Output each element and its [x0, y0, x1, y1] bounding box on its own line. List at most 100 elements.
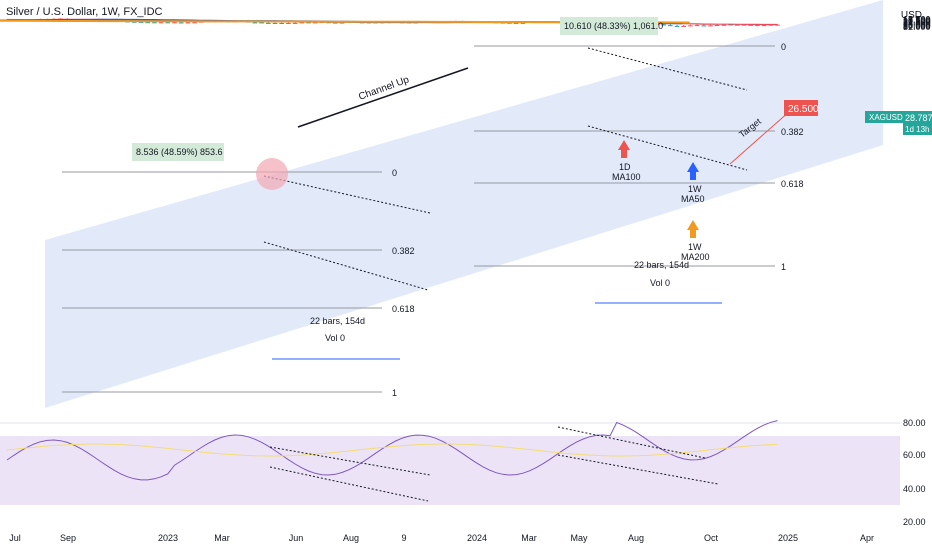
price-tick: 18.500 — [903, 15, 931, 25]
rsi-channel-line — [269, 466, 429, 502]
candle-body — [507, 22, 512, 24]
rsi-ma-line — [6, 443, 778, 457]
rsi-tick: 80.00 — [903, 418, 926, 428]
range-label-left: 8.536 (48.59%) 853.6 — [136, 147, 223, 157]
target-value: 26.500 — [788, 104, 819, 115]
candle-body — [185, 22, 191, 24]
ma-arrow-icon — [687, 220, 699, 230]
time-label: Oct — [704, 533, 719, 543]
candle-body — [286, 22, 291, 24]
time-label: May — [570, 533, 588, 543]
candle-body — [775, 24, 780, 26]
candle-body — [172, 22, 177, 24]
target-line — [729, 110, 791, 165]
ma-label-bottom: MA100 — [612, 172, 641, 182]
range-box-right — [560, 17, 658, 35]
rsi-tick: 40.00 — [903, 484, 926, 494]
candle-body — [165, 22, 171, 24]
candle-body — [272, 22, 278, 24]
candle-body — [674, 25, 680, 27]
candle-body — [252, 22, 258, 24]
time-label: Jun — [289, 533, 304, 543]
fib-label-right: 0.382 — [781, 127, 804, 137]
price-tick: 26.000 — [903, 19, 931, 29]
ma-arrow-icon — [687, 162, 699, 172]
sub-channel-line — [587, 47, 748, 91]
candle-body — [178, 22, 184, 24]
ma-arrow-stem — [690, 172, 696, 180]
candle-body — [741, 24, 747, 26]
price-tick: 22.500 — [903, 18, 931, 28]
candle-body — [138, 21, 144, 23]
candle-body — [681, 25, 686, 27]
price-tick: 17.700 — [903, 15, 931, 25]
currency-label: USD — [900, 10, 922, 21]
price-tag: 28.787 — [905, 113, 932, 123]
vol-label-left: Vol 0 — [325, 333, 345, 343]
vol-label-right: Vol 0 — [650, 278, 670, 288]
price-tick: 19.500 — [903, 16, 931, 26]
candle-body — [520, 22, 526, 24]
ma-label-top: 1D — [619, 162, 631, 172]
axes: 32.00030.00028.00026.00024.00022.50021.5… — [9, 15, 932, 543]
fib-label-left: 0.382 — [392, 246, 415, 256]
time-label: Aug — [628, 533, 644, 543]
time-label: Mar — [214, 533, 230, 543]
price-tag-bg — [865, 111, 905, 123]
candle-body — [306, 22, 311, 24]
candle-body — [152, 22, 157, 24]
rsi-line — [6, 420, 778, 481]
time-label: 2025 — [778, 533, 798, 543]
fib-label-right: 0 — [781, 42, 786, 52]
symbol-tag: XAGUSD — [869, 113, 903, 122]
candle-body — [333, 22, 338, 24]
price-tick: 20.500 — [903, 16, 931, 26]
candle-body — [326, 22, 331, 24]
ma-label-bottom: MA50 — [681, 194, 705, 204]
ma-arrow-stem — [690, 230, 696, 238]
candle-body — [748, 24, 753, 26]
candle-body — [755, 25, 760, 27]
price-tag-right — [903, 111, 932, 135]
fib-label-right: 0.618 — [781, 179, 804, 189]
target-badge — [784, 100, 818, 116]
ma-arrow-stem — [621, 150, 627, 158]
rsi-band — [0, 436, 900, 505]
range-box-left — [132, 143, 224, 161]
time-label: Aug — [343, 533, 359, 543]
candle-body — [668, 25, 673, 27]
price-tick: 30.000 — [903, 21, 931, 31]
bars-label-right: 22 bars, 154d — [634, 260, 689, 270]
candle-body — [661, 24, 666, 26]
sub-channel-line — [263, 241, 429, 291]
channel-arrow — [297, 67, 469, 128]
candle-body — [192, 22, 197, 24]
candle-body — [259, 22, 264, 24]
candle-body — [266, 22, 271, 24]
fib-label-left: 0 — [392, 168, 397, 178]
candle-body — [145, 22, 150, 24]
rsi-channel-line — [557, 426, 706, 459]
price-tick: 32.000 — [903, 22, 931, 32]
candle-body — [312, 22, 318, 24]
candle-body — [292, 22, 298, 24]
sub-channel-line — [263, 175, 431, 214]
time-tag: 1d 13h — [905, 125, 929, 134]
price-tick: 24.000 — [903, 18, 931, 28]
candle-body — [701, 25, 707, 27]
rsi-tick: 60.00 — [903, 450, 926, 460]
rsi-tick: 20.00 — [903, 517, 926, 527]
price-tick: 28.000 — [903, 20, 931, 30]
candle-body — [708, 25, 713, 27]
ma-label-bottom: MA200 — [681, 252, 710, 262]
candle-body — [513, 22, 519, 24]
time-label: Mar — [521, 533, 537, 543]
candle-body — [132, 21, 137, 23]
time-label: Sep — [60, 533, 76, 543]
time-label: 2024 — [467, 533, 487, 543]
candle-body — [768, 24, 774, 26]
fib-label-left: 1 — [392, 388, 397, 398]
ma-label-top: 1W — [688, 242, 702, 252]
channel-up-band — [45, 0, 883, 408]
time-label: 9 — [401, 533, 406, 543]
